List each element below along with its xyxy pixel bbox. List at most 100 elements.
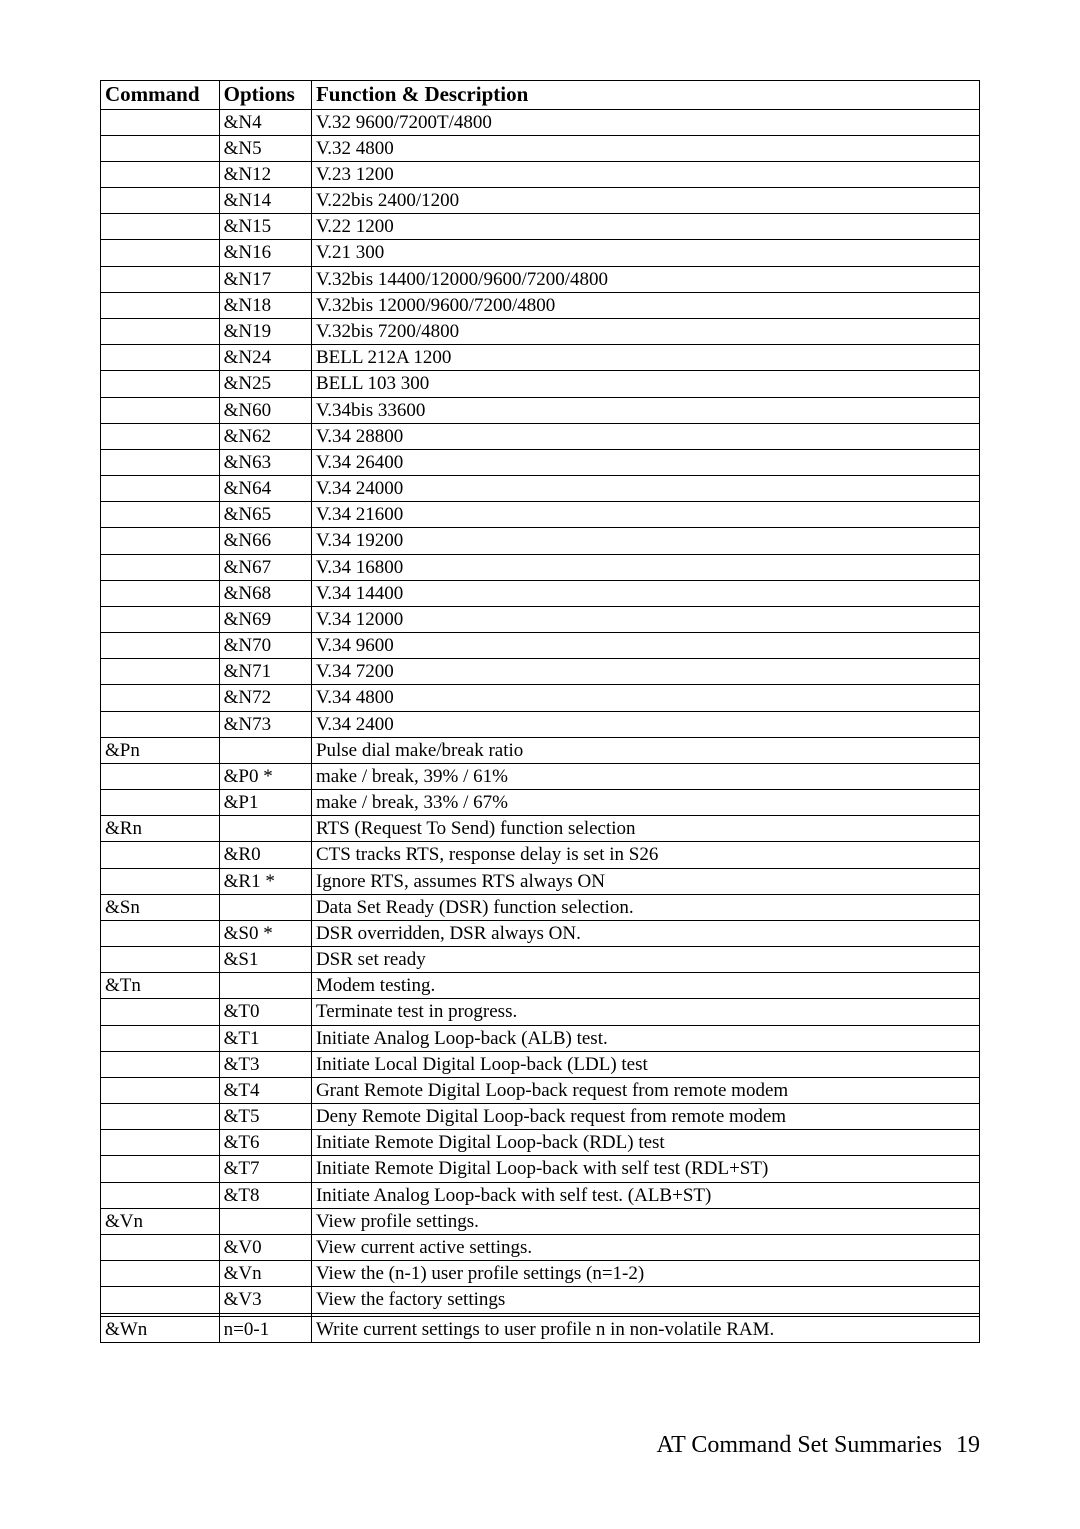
table-row: &N18V.32bis 12000/9600/7200/4800 [101,292,980,318]
cell-option: &N73 [219,711,311,737]
cell-command [101,1182,220,1208]
table-header-row: Command Options Function & Description [101,81,980,110]
table-body: &N4V.32 9600/7200T/4800&N5V.32 4800&N12V… [101,109,980,1342]
cell-option: &S1 [219,947,311,973]
cell-description: V.34 16800 [311,554,979,580]
cell-option: &N17 [219,266,311,292]
cell-description: BELL 212A 1200 [311,345,979,371]
cell-option: &N14 [219,188,311,214]
table-row: &N24BELL 212A 1200 [101,345,980,371]
col-header-options: Options [219,81,311,110]
cell-option: &N24 [219,345,311,371]
table-row: &N5V.32 4800 [101,135,980,161]
table-row: &N71V.34 7200 [101,659,980,685]
table-row: &P0 *make / break, 39% / 61% [101,763,980,789]
cell-command: &Sn [101,894,220,920]
cell-command [101,240,220,266]
cell-command [101,318,220,344]
cell-description: V.32bis 12000/9600/7200/4800 [311,292,979,318]
cell-command [101,633,220,659]
cell-description: DSR overridden, DSR always ON. [311,920,979,946]
cell-option: &R1 * [219,868,311,894]
cell-option: &N19 [219,318,311,344]
cell-command [101,842,220,868]
cell-option [219,816,311,842]
cell-option: &N5 [219,135,311,161]
cell-description: V.34bis 33600 [311,397,979,423]
cell-description: V.34 26400 [311,449,979,475]
cell-command: &Wn [101,1316,220,1342]
cell-command [101,188,220,214]
col-header-description: Function & Description [311,81,979,110]
cell-description: V.34 12000 [311,606,979,632]
cell-description: Initiate Remote Digital Loop-back (RDL) … [311,1130,979,1156]
cell-option: &T4 [219,1077,311,1103]
page-footer: AT Command Set Summaries 19 [656,1432,980,1459]
cell-option: &R0 [219,842,311,868]
table-row: &N12V.23 1200 [101,161,980,187]
cell-command [101,397,220,423]
cell-description: View the (n-1) user profile settings (n=… [311,1261,979,1287]
cell-option: &N69 [219,606,311,632]
cell-command [101,947,220,973]
cell-command [101,1261,220,1287]
cell-command [101,1051,220,1077]
cell-description: V.22bis 2400/1200 [311,188,979,214]
cell-description: make / break, 39% / 61% [311,763,979,789]
cell-option: &P1 [219,790,311,816]
cell-command [101,999,220,1025]
table-row: &N73V.34 2400 [101,711,980,737]
table-row: &T8Initiate Analog Loop-back with self t… [101,1182,980,1208]
cell-option: n=0-1 [219,1316,311,1342]
table-row: &S1DSR set ready [101,947,980,973]
cell-description: V.34 14400 [311,580,979,606]
cell-command [101,423,220,449]
cell-command [101,1287,220,1313]
table-row: &N65V.34 21600 [101,502,980,528]
cell-command [101,868,220,894]
cell-command: &Tn [101,973,220,999]
table-row: &VnView the (n-1) user profile settings … [101,1261,980,1287]
cell-option: &N12 [219,161,311,187]
cell-description: Initiate Analog Loop-back (ALB) test. [311,1025,979,1051]
col-header-command: Command [101,81,220,110]
cell-description: V.34 4800 [311,685,979,711]
cell-description: V.34 9600 [311,633,979,659]
cell-description: V.23 1200 [311,161,979,187]
table-row: &R1 *Ignore RTS, assumes RTS always ON [101,868,980,894]
table-row: &N14V.22bis 2400/1200 [101,188,980,214]
cell-option: &N72 [219,685,311,711]
cell-option [219,1208,311,1234]
cell-command [101,476,220,502]
table-row: &T5Deny Remote Digital Loop-back request… [101,1104,980,1130]
cell-description: Modem testing. [311,973,979,999]
cell-option [219,973,311,999]
cell-description: V.21 300 [311,240,979,266]
cell-command [101,1130,220,1156]
cell-description: Deny Remote Digital Loop-back request fr… [311,1104,979,1130]
table-row: &T4Grant Remote Digital Loop-back reques… [101,1077,980,1103]
cell-command [101,920,220,946]
table-row: &V0View current active settings. [101,1235,980,1261]
cell-option: &T7 [219,1156,311,1182]
table-row: &N4V.32 9600/7200T/4800 [101,109,980,135]
cell-option: &N16 [219,240,311,266]
cell-command [101,685,220,711]
cell-description: Data Set Ready (DSR) function selection. [311,894,979,920]
cell-option [219,894,311,920]
table-row: &N25BELL 103 300 [101,371,980,397]
cell-option: &Vn [219,1261,311,1287]
cell-command [101,1104,220,1130]
table-row: &Sn Data Set Ready (DSR) function selecti… [101,894,980,920]
cell-description: Initiate Analog Loop-back with self test… [311,1182,979,1208]
cell-command: &Pn [101,737,220,763]
cell-description: V.34 21600 [311,502,979,528]
cell-option: &T6 [219,1130,311,1156]
cell-option: &N62 [219,423,311,449]
table-row: &S0 *DSR overridden, DSR always ON. [101,920,980,946]
cell-description: V.32bis 7200/4800 [311,318,979,344]
cell-command [101,135,220,161]
cell-command [101,502,220,528]
cell-description: View the factory settings [311,1287,979,1313]
cell-command [101,1156,220,1182]
